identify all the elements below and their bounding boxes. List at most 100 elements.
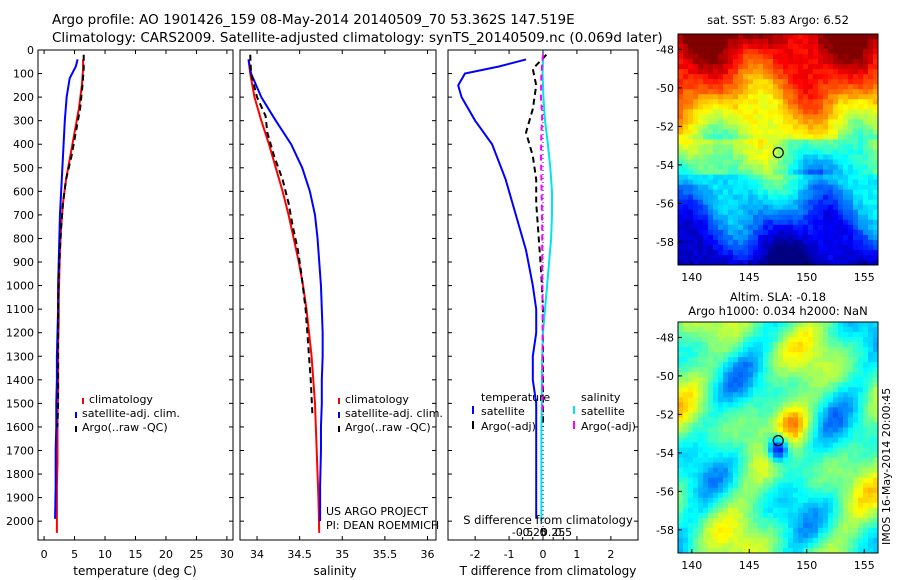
map-cell bbox=[843, 254, 849, 261]
map-cell bbox=[853, 352, 859, 358]
map-cell bbox=[843, 452, 849, 459]
map-cell bbox=[763, 537, 769, 544]
map-cell bbox=[733, 327, 739, 333]
map-cell bbox=[803, 189, 809, 196]
map-cell bbox=[833, 462, 839, 469]
map-cell bbox=[768, 437, 774, 444]
map-cell bbox=[833, 477, 839, 484]
map-cell bbox=[858, 224, 864, 231]
map-cell bbox=[868, 199, 874, 206]
map-cell bbox=[678, 397, 684, 403]
map-cell bbox=[833, 537, 839, 544]
map-cell bbox=[718, 512, 724, 519]
map-cell bbox=[853, 169, 859, 176]
map-cell bbox=[688, 372, 694, 378]
map-cell bbox=[688, 194, 694, 201]
map-cell bbox=[828, 367, 834, 373]
map-cell bbox=[858, 249, 864, 256]
map-cell bbox=[703, 387, 709, 393]
map-cell bbox=[798, 522, 804, 529]
map-cell bbox=[708, 467, 714, 474]
map-cell bbox=[798, 219, 804, 226]
map-cell bbox=[698, 234, 704, 241]
map-cell bbox=[743, 432, 749, 439]
map-cell bbox=[708, 59, 714, 65]
map-cell bbox=[828, 124, 834, 131]
map-cell bbox=[723, 219, 729, 226]
map-cell bbox=[843, 89, 849, 95]
map-cell bbox=[803, 427, 809, 434]
map-cell bbox=[768, 452, 774, 459]
map-cell bbox=[853, 442, 859, 449]
map-cell bbox=[868, 154, 874, 161]
map-cell bbox=[863, 174, 869, 181]
map-cell bbox=[818, 452, 824, 459]
map-cell bbox=[843, 462, 849, 469]
map-cell bbox=[713, 159, 719, 166]
map-cell bbox=[688, 124, 694, 131]
map-cell bbox=[718, 214, 724, 221]
map-cell bbox=[833, 59, 839, 65]
map-cell bbox=[803, 39, 809, 45]
map-cell bbox=[693, 337, 699, 343]
map-cell bbox=[823, 372, 829, 378]
map-cell bbox=[873, 94, 878, 100]
map-cell bbox=[763, 477, 769, 484]
map-cell bbox=[818, 199, 824, 206]
map-cell bbox=[703, 432, 709, 439]
map-cell bbox=[833, 189, 839, 196]
map-cell bbox=[678, 64, 684, 70]
map-cell bbox=[778, 139, 784, 146]
map-cell bbox=[858, 89, 864, 95]
map-cell bbox=[808, 69, 814, 75]
map-cell bbox=[718, 487, 724, 494]
map-cell bbox=[683, 387, 689, 393]
y-tick-label: 700 bbox=[13, 209, 34, 222]
map-cell bbox=[793, 357, 799, 363]
map-cell bbox=[758, 457, 764, 464]
map-cell bbox=[753, 442, 759, 449]
map-cell bbox=[753, 367, 759, 373]
map-cell bbox=[708, 199, 714, 206]
map-cell bbox=[708, 124, 714, 131]
map-cell bbox=[763, 397, 769, 403]
map-cell bbox=[758, 382, 764, 388]
map-cell bbox=[733, 457, 739, 464]
map-cell bbox=[748, 347, 754, 353]
map-cell bbox=[813, 59, 819, 65]
map-cell bbox=[853, 452, 859, 459]
map-cell bbox=[763, 402, 769, 408]
map-cell bbox=[723, 214, 729, 221]
map-cell bbox=[853, 517, 859, 524]
map-cell bbox=[838, 512, 844, 519]
map-cell bbox=[793, 54, 799, 60]
map-cell bbox=[813, 164, 819, 171]
map-cell bbox=[858, 527, 864, 534]
map-cell bbox=[853, 347, 859, 353]
map-cell bbox=[733, 249, 739, 256]
map-cell bbox=[838, 254, 844, 261]
map-cell bbox=[683, 204, 689, 211]
map-cell bbox=[818, 254, 824, 261]
map-cell bbox=[728, 532, 734, 539]
map-cell bbox=[848, 134, 854, 141]
map-cell bbox=[723, 502, 729, 509]
map-cell bbox=[853, 437, 859, 444]
map-cell bbox=[773, 214, 779, 221]
map-cell bbox=[748, 84, 754, 90]
map-cell bbox=[758, 447, 764, 454]
map-cell bbox=[748, 139, 754, 146]
map-cell bbox=[783, 507, 789, 514]
map-cell bbox=[838, 144, 844, 151]
map-cell bbox=[848, 54, 854, 60]
map-cell bbox=[748, 249, 754, 256]
map-cell bbox=[678, 239, 684, 246]
map-cell bbox=[838, 44, 844, 50]
map-cell bbox=[868, 382, 874, 388]
map-cell bbox=[728, 239, 734, 246]
map-cell bbox=[778, 342, 784, 348]
map-cell bbox=[868, 502, 874, 509]
map-cell bbox=[803, 94, 809, 100]
map-cell bbox=[808, 392, 814, 398]
map-cell bbox=[763, 517, 769, 524]
